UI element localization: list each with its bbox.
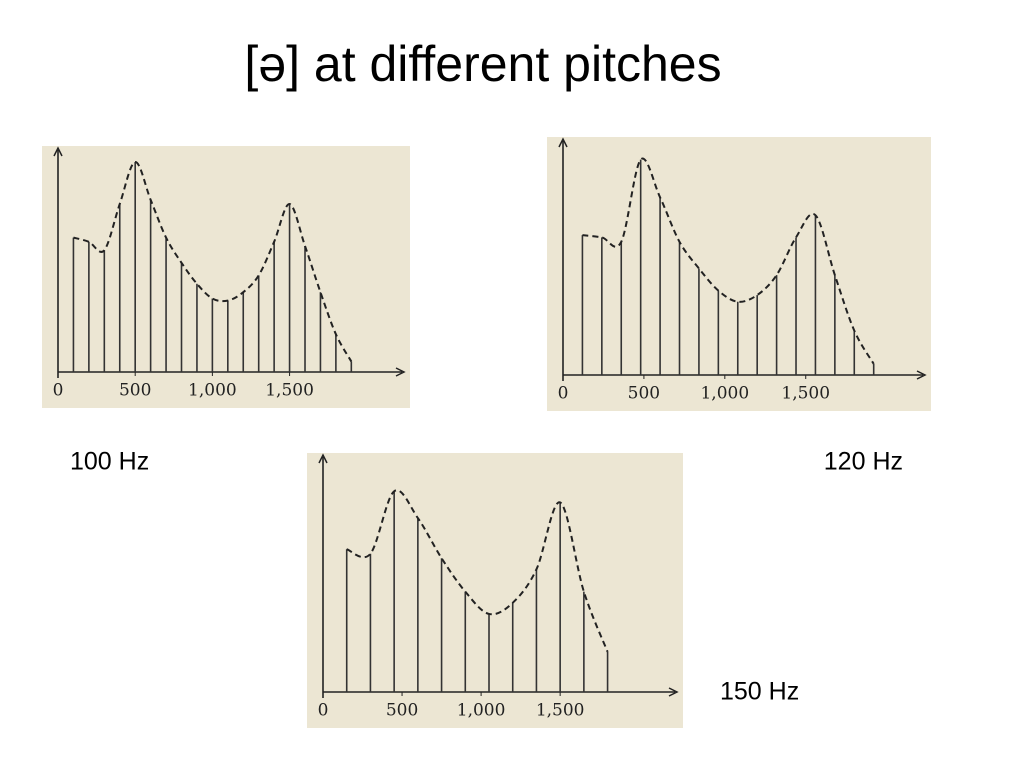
spectrum-figure: 0 500 1,000 1,500: [307, 453, 683, 728]
spectral-envelope: [73, 161, 353, 362]
figure-caption: 100 Hz: [70, 448, 149, 476]
y-axis-arrow: [53, 146, 63, 157]
figure-caption: 120 Hz: [824, 448, 903, 476]
x-tick-label: 1,000: [188, 381, 237, 401]
x-tick-label: 1,500: [781, 384, 830, 404]
figure-background: [307, 453, 683, 728]
spectral-envelope: [582, 157, 875, 365]
x-tick-label: 1,000: [700, 384, 749, 404]
y-axis-arrow: [558, 137, 568, 148]
spectrum-figure: 0 500 1,000 1,500: [42, 146, 410, 408]
x-axis-arrow: [916, 370, 927, 380]
figure-background: [547, 137, 931, 411]
x-axis-arrow: [668, 687, 679, 697]
spectral-envelope: [346, 489, 609, 653]
x-tick-label: 1,500: [536, 701, 585, 721]
x-tick-label: 500: [628, 384, 660, 404]
x-tick-label: 1,000: [457, 701, 506, 721]
x-tick-label: 0: [53, 381, 64, 401]
x-tick-label: 0: [318, 701, 329, 721]
spectrum-figure: 0 500 1,000 1,500: [547, 137, 931, 411]
slide-title: [ə] at different pitches: [244, 36, 721, 92]
y-axis-arrow: [318, 453, 328, 464]
x-tick-label: 1,500: [265, 381, 314, 401]
x-tick-label: 500: [386, 701, 418, 721]
figure-background: [42, 146, 410, 408]
x-tick-label: 0: [558, 384, 569, 404]
figure-caption: 150 Hz: [720, 678, 799, 706]
x-tick-label: 500: [119, 381, 151, 401]
x-axis-arrow: [395, 367, 406, 377]
